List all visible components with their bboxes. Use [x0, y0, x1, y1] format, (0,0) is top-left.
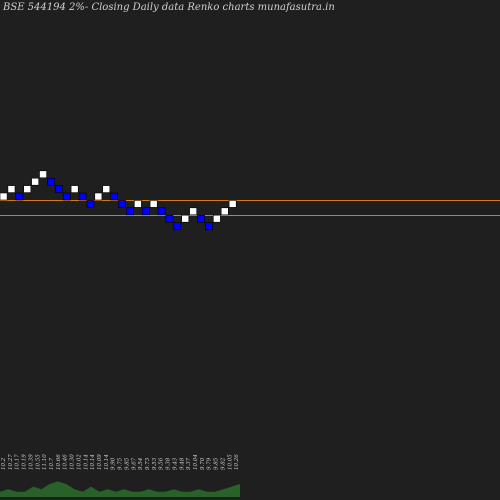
price-label: 9.82 [220, 457, 226, 470]
renko-brick-up [70, 185, 79, 193]
renko-brick-down [15, 192, 24, 201]
renko-brick-up [7, 185, 16, 193]
renko-brick-up [23, 185, 32, 193]
price-label: 10.55 [35, 454, 41, 470]
renko-brick-up [94, 192, 103, 201]
price-label: 10.14 [104, 454, 110, 470]
price-label: 10.39 [28, 454, 34, 470]
renko-brick-down [62, 192, 71, 201]
price-label: 10.30 [70, 454, 76, 470]
renko-brick-up [181, 214, 190, 223]
price-label: 9.53 [152, 457, 158, 470]
price-label: 10.02 [76, 454, 82, 470]
price-label: 10.14 [83, 454, 89, 470]
renko-brick-down [118, 200, 126, 208]
price-label: 11.10 [42, 454, 48, 470]
renko-brick-down [86, 200, 95, 208]
renko-brick-up [0, 192, 8, 201]
renko-brick-down [173, 222, 182, 230]
price-label: 10.14 [90, 454, 96, 470]
renko-brick-down [197, 214, 205, 223]
volume-area [0, 481, 240, 497]
price-label: 9.54 [138, 457, 144, 470]
renko-brick-up [134, 200, 142, 208]
renko-brick-up [189, 207, 198, 216]
renko-brick-up [102, 185, 111, 193]
renko-brick-down [165, 214, 174, 223]
price-label: 9.67 [131, 457, 137, 470]
renko-brick-up [228, 200, 237, 208]
price-label: 9.85 [214, 457, 220, 470]
price-label: 9.70 [200, 457, 206, 470]
renko-brick-down [78, 192, 87, 201]
renko-brick-up [213, 214, 221, 223]
price-label: 10.26 [234, 454, 240, 470]
renko-brick-down [110, 192, 118, 201]
price-label: 9.73 [145, 457, 151, 470]
price-label: 9.90 [111, 457, 117, 470]
price-label: 10.09 [97, 454, 103, 470]
renko-brick-down [47, 177, 55, 186]
renko-brick-down [54, 185, 63, 193]
price-label: 10.7 [49, 457, 55, 470]
renko-brick-down [126, 207, 134, 216]
renko-brick-up [149, 200, 158, 208]
price-label: 9.43 [172, 457, 178, 470]
price-label: 10.66 [56, 454, 62, 470]
renko-brick-down [157, 207, 166, 216]
renko-brick-down [205, 222, 213, 230]
price-label: 10.27 [8, 454, 14, 470]
renko-brick-up [220, 207, 229, 216]
price-label: 9.38 [166, 457, 172, 470]
renko-brick-up [39, 170, 47, 179]
price-label: 9.37 [186, 457, 192, 470]
price-label: 9.48 [179, 457, 185, 470]
price-label: 9.75 [118, 457, 124, 470]
price-label: 10.19 [22, 454, 28, 470]
price-label: 10.05 [227, 454, 233, 470]
renko-brick-up [31, 177, 40, 186]
price-label: 10.46 [63, 454, 69, 470]
price-label: 9.56 [159, 457, 165, 470]
price-label: 9.85 [124, 457, 130, 470]
price-label: 10.2 [1, 457, 7, 470]
chart-title: BSE 544194 2%- Closing Daily data Renko … [3, 2, 335, 13]
price-label: 10.04 [193, 454, 199, 470]
renko-brick-down [141, 207, 150, 216]
price-label: 9.79 [207, 457, 213, 470]
price-label: 10.17 [15, 454, 21, 470]
